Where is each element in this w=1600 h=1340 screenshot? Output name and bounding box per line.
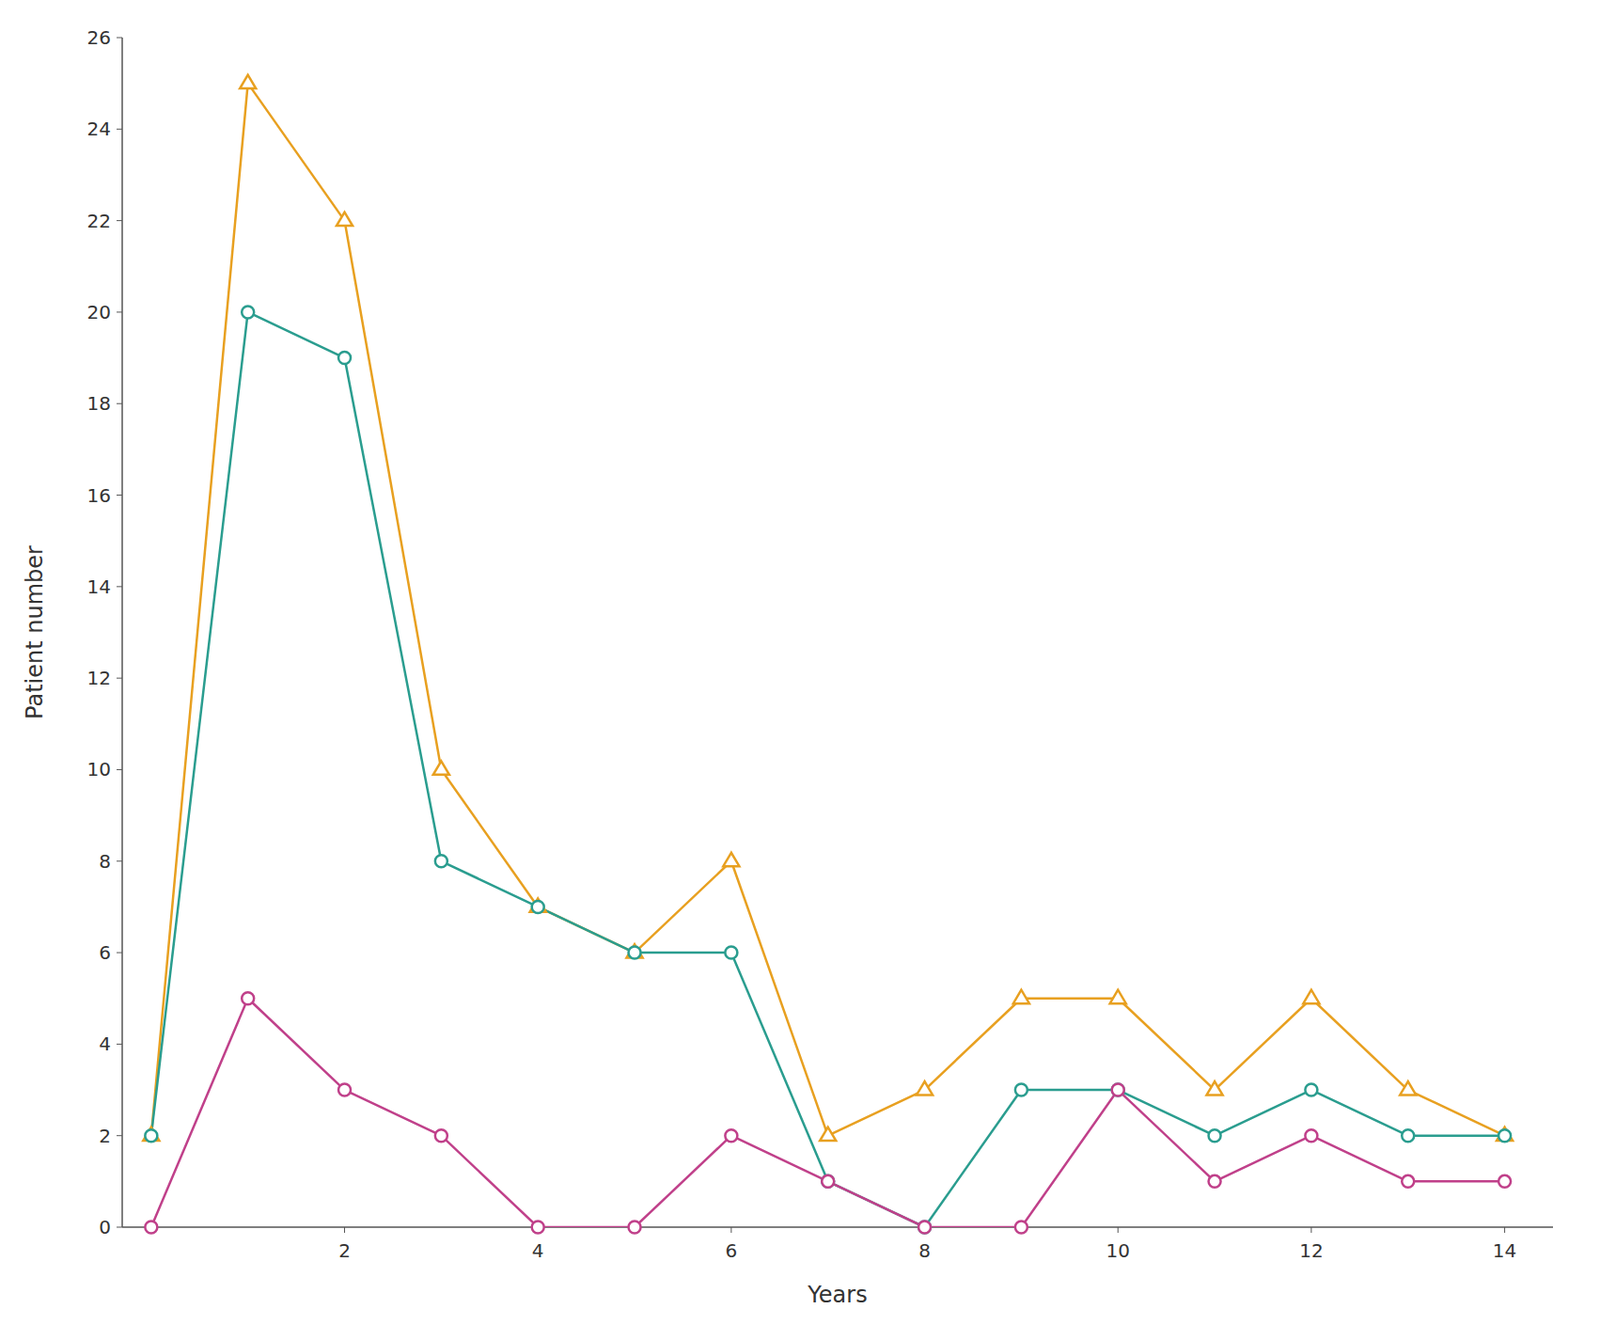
y-tick-label: 10 (87, 757, 111, 781)
series-marker (1401, 1129, 1414, 1142)
series-marker (433, 760, 450, 774)
y-tick (116, 860, 123, 862)
y-tick (116, 585, 123, 587)
series-marker (532, 900, 545, 913)
series-marker (435, 1129, 448, 1142)
series-marker (628, 1221, 642, 1234)
series-line (151, 998, 1506, 1227)
series-marker (724, 1129, 738, 1142)
y-tick-label: 22 (87, 209, 111, 233)
series-marker (1112, 1083, 1125, 1097)
series-marker (144, 1129, 157, 1142)
series-line (151, 83, 1506, 1136)
x-tick (344, 1226, 346, 1233)
lines (151, 83, 1506, 1227)
y-tick (116, 1134, 123, 1136)
y-tick (116, 1226, 123, 1228)
series-marker (435, 854, 448, 867)
series-marker (1401, 1175, 1414, 1188)
x-axis-label: Years (806, 1281, 867, 1308)
y-tick-label: 8 (98, 849, 111, 873)
y-tick-label: 24 (87, 117, 111, 141)
y-tick (116, 494, 123, 496)
series-marker (821, 1175, 834, 1188)
series-marker (628, 946, 642, 959)
series-marker (1015, 1083, 1028, 1097)
y-tick (116, 311, 123, 313)
series-marker (918, 1221, 931, 1234)
series-marker (1110, 989, 1127, 1004)
y-axis-label: Patient number (21, 545, 48, 720)
axes: 246810121402468101214161820222426 (87, 26, 1553, 1262)
x-tick-label: 12 (1299, 1239, 1323, 1262)
x-tick-label: 14 (1492, 1239, 1517, 1262)
y-tick-label: 16 (87, 484, 111, 507)
series-marker (724, 946, 738, 959)
series-marker (1304, 1083, 1318, 1097)
series-marker (819, 1127, 836, 1141)
series-marker (239, 75, 256, 89)
series-marker (338, 1083, 351, 1097)
x-tick (1117, 1226, 1119, 1233)
y-tick-label: 20 (87, 300, 111, 324)
y-tick (116, 219, 123, 221)
y-tick-label: 2 (98, 1124, 111, 1147)
series-marker (1302, 989, 1319, 1004)
series-marker (1304, 1129, 1318, 1142)
y-tick-label: 18 (87, 392, 111, 415)
series-marker (241, 991, 254, 1004)
series-marker (1208, 1175, 1222, 1188)
x-tick-label: 6 (725, 1239, 738, 1262)
series-marker (1112, 1083, 1125, 1097)
y-tick-label: 12 (87, 666, 111, 690)
series-marker (1399, 1081, 1416, 1095)
x-tick-label: 2 (338, 1239, 351, 1262)
x-tick-label: 10 (1106, 1239, 1130, 1262)
series-marker (336, 212, 353, 226)
y-tick-label: 14 (87, 575, 111, 598)
chart: 246810121402468101214161820222426YearsPa… (0, 0, 1600, 1340)
series-marker (918, 1221, 931, 1234)
markers (142, 75, 1513, 1234)
series-marker (1207, 1081, 1224, 1095)
x-tick-label: 4 (532, 1239, 545, 1262)
series-marker (722, 852, 739, 866)
series-marker (1013, 989, 1030, 1004)
y-tick (116, 952, 123, 954)
x-axis-line (122, 1225, 1553, 1228)
series-marker (1498, 1129, 1511, 1142)
series-marker (1015, 1221, 1028, 1234)
x-tick (730, 1226, 732, 1233)
y-axis-line (121, 37, 124, 1227)
series-marker (1208, 1129, 1222, 1142)
y-tick-label: 6 (98, 941, 111, 964)
y-tick (116, 37, 123, 39)
y-tick (116, 128, 123, 130)
series-line (151, 312, 1506, 1227)
series-marker (916, 1081, 933, 1095)
y-tick (116, 768, 123, 770)
series-marker (144, 1221, 157, 1234)
series-marker (338, 351, 351, 364)
series-marker (821, 1175, 834, 1188)
y-tick (116, 1043, 123, 1045)
y-tick-label: 26 (87, 26, 111, 49)
y-tick-label: 4 (98, 1032, 111, 1055)
series-marker (1498, 1175, 1511, 1188)
y-tick (116, 677, 123, 679)
x-tick-label: 8 (918, 1239, 931, 1262)
series-marker (241, 305, 254, 318)
x-tick (1504, 1226, 1506, 1233)
y-tick-label: 0 (98, 1215, 111, 1239)
series-marker (532, 1221, 545, 1234)
x-tick (1310, 1226, 1312, 1233)
y-tick (116, 403, 123, 405)
